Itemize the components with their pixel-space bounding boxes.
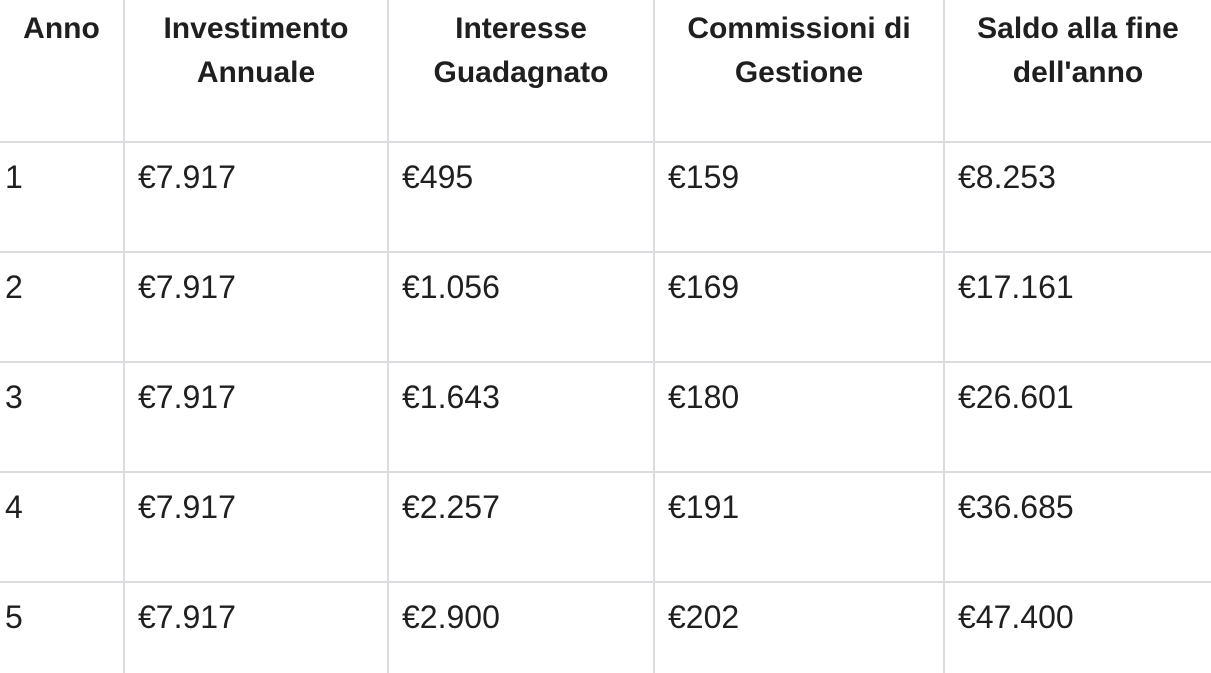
header-row: Anno Investimento Annuale Interesse Guadag…	[0, 0, 1211, 143]
year-cell: 4	[0, 472, 125, 583]
value-cell: €495	[388, 142, 655, 253]
value-cell: €7.917	[124, 582, 389, 673]
column-header: Investimento Annuale	[124, 0, 389, 143]
value-cell: €169	[654, 252, 945, 363]
value-cell: €1.056	[388, 252, 655, 363]
table-row: 2 €7.917 €1.056 €169 €17.161	[0, 252, 1211, 363]
value-cell: €1.643	[388, 362, 655, 473]
column-header: Anno	[0, 0, 125, 143]
value-cell: €8.253	[944, 142, 1211, 253]
table-body: 1 €7.917 €495 €159 €8.253 2 €7.917 €1.056 €169 €1…	[0, 142, 1211, 673]
value-cell: €202	[654, 582, 945, 673]
table-row: 4 €7.917 €2.257 €191 €36.685	[0, 472, 1211, 583]
value-cell: €7.917	[124, 472, 389, 583]
value-cell: €7.917	[124, 362, 389, 473]
value-cell: €7.917	[124, 252, 389, 363]
value-cell: €26.601	[944, 362, 1211, 473]
value-cell: €159	[654, 142, 945, 253]
value-cell: €2.900	[388, 582, 655, 673]
value-cell: €17.161	[944, 252, 1211, 363]
column-header: Commissioni di Gestione	[654, 0, 945, 143]
year-cell: 1	[0, 142, 125, 253]
value-cell: €47.400	[944, 582, 1211, 673]
value-cell: €36.685	[944, 472, 1211, 583]
value-cell: €191	[654, 472, 945, 583]
value-cell: €2.257	[388, 472, 655, 583]
value-cell: €180	[654, 362, 945, 473]
column-header: Interesse Guadagnato	[388, 0, 655, 143]
year-cell: 5	[0, 582, 125, 673]
year-cell: 3	[0, 362, 125, 473]
year-cell: 2	[0, 252, 125, 363]
table-row: 1 €7.917 €495 €159 €8.253	[0, 142, 1211, 253]
table-head: Anno Investimento Annuale Interesse Guadag…	[0, 0, 1211, 143]
column-header: Saldo alla fine dell'anno	[944, 0, 1211, 143]
table-row: 5 €7.917 €2.900 €202 €47.400	[0, 582, 1211, 673]
table-row: 3 €7.917 €1.643 €180 €26.601	[0, 362, 1211, 473]
value-cell: €7.917	[124, 142, 389, 253]
